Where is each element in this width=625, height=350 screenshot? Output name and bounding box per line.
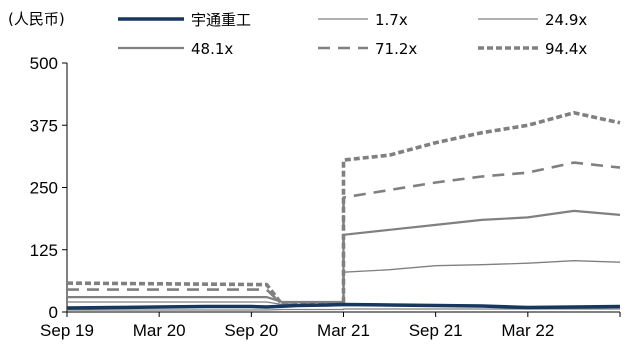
series-line bbox=[67, 308, 620, 311]
series-line bbox=[66, 111, 621, 307]
legend-label: 94.4x bbox=[545, 40, 587, 58]
y-tick-label: 250 bbox=[30, 179, 58, 198]
series-line bbox=[67, 260, 621, 306]
x-tick-label: Mar 22 bbox=[501, 321, 554, 340]
plot-area bbox=[66, 111, 621, 311]
x-tick-label: Sep 20 bbox=[224, 321, 278, 340]
x-tick-label: Sep 21 bbox=[409, 321, 463, 340]
y-tick-label: 375 bbox=[30, 116, 58, 135]
y-tick-label: 500 bbox=[30, 54, 58, 73]
legend-label: 48.1x bbox=[191, 40, 233, 58]
legend-label: 宇通重工 bbox=[191, 11, 251, 29]
y-tick-label: 0 bbox=[49, 303, 58, 322]
y-axis: 0 125 250 375 500 bbox=[30, 54, 68, 322]
x-tick-label: Mar 20 bbox=[133, 321, 186, 340]
y-tick-label: 125 bbox=[30, 241, 58, 260]
x-tick-label: Mar 21 bbox=[317, 321, 370, 340]
x-axis: Sep 19 Mar 20 Sep 20 Mar 21 Sep 21 Mar 22 bbox=[40, 311, 621, 340]
legend-label: 71.2x bbox=[375, 40, 417, 58]
legend-label: 1.7x bbox=[375, 11, 408, 29]
legend: 宇通重工 1.7x 24.9x 48.1x 71.2x 94.4x bbox=[118, 11, 587, 58]
series-line bbox=[67, 161, 621, 306]
series-line bbox=[66, 302, 621, 310]
unit-label: (人民币) bbox=[8, 10, 65, 28]
legend-label: 24.9x bbox=[545, 11, 587, 29]
x-tick-label: Sep 19 bbox=[40, 321, 94, 340]
